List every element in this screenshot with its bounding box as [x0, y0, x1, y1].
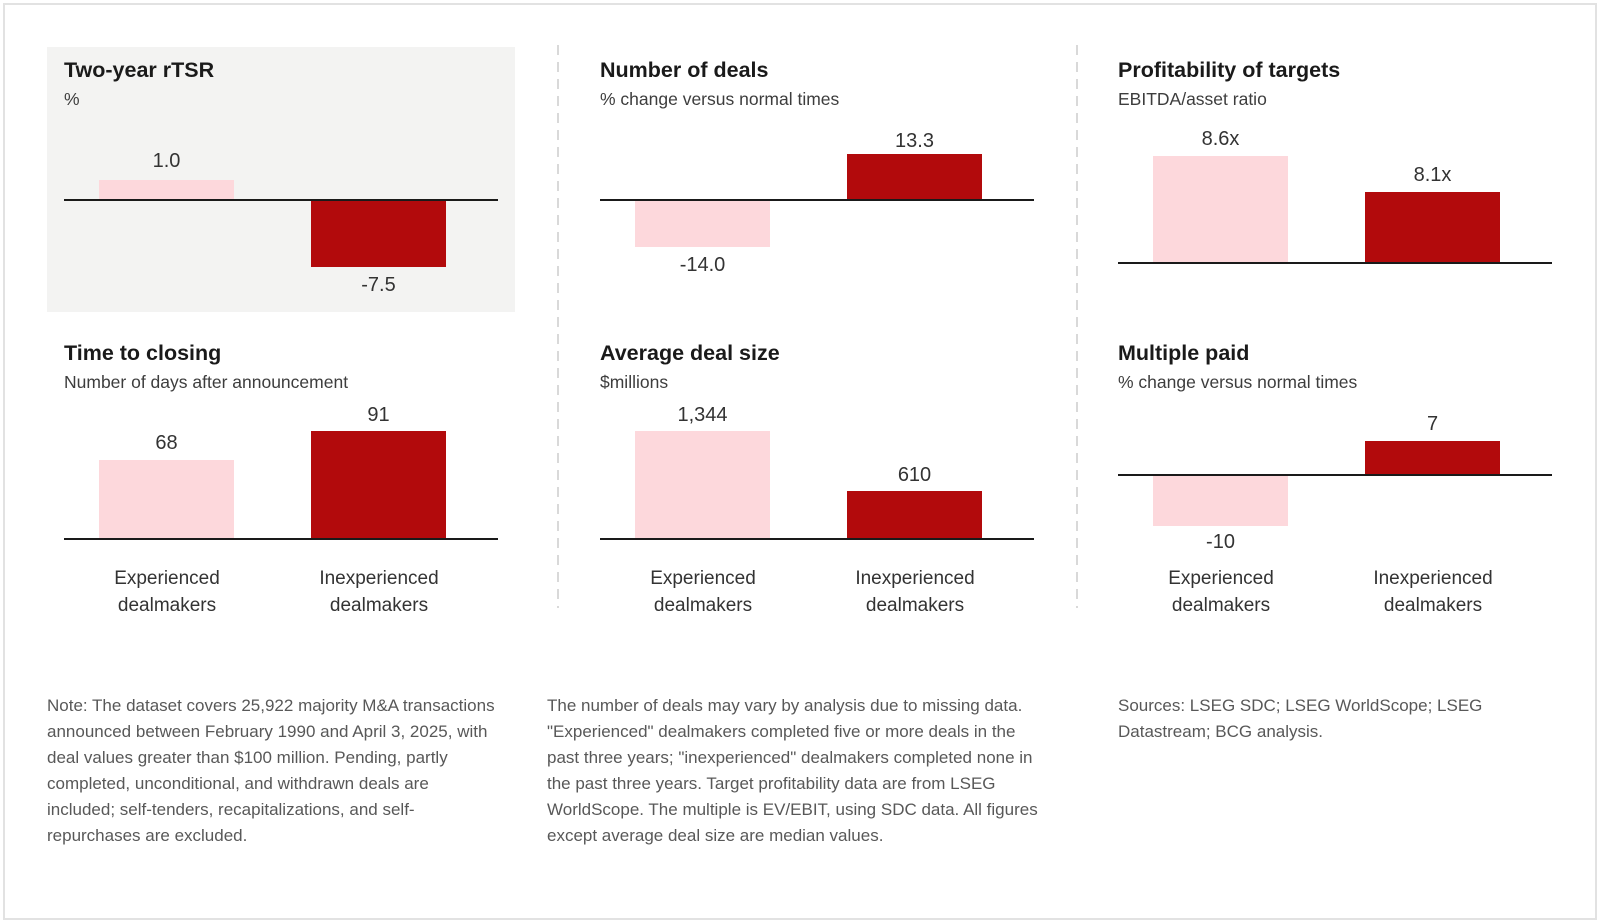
- footnote-sources: Sources: LSEG SDC; LSEG WorldScope; LSEG…: [1118, 696, 1483, 741]
- bar-experienced: [99, 180, 234, 199]
- value-label-inexperienced: 8.1x: [1413, 164, 1452, 186]
- footnote-dataset: Note: The dataset covers 25,922 majority…: [47, 696, 495, 845]
- bar-experienced: [635, 201, 770, 247]
- chart-unit-label: % change versus normal times: [1118, 372, 1358, 392]
- chart-title: Two-year rTSR: [64, 58, 215, 82]
- x-axis: [1118, 262, 1552, 264]
- bar-inexperienced: [847, 491, 982, 538]
- category-label-inexperienced: Inexperienced dealmakers: [855, 568, 975, 616]
- bar-experienced: [635, 431, 770, 538]
- bar-experienced: [1153, 476, 1288, 526]
- chart-unit-label: % change versus normal times: [600, 89, 840, 109]
- highlight-panel: [47, 47, 515, 312]
- bar-inexperienced: [1365, 192, 1500, 262]
- chart-title: Number of deals: [600, 58, 769, 82]
- chart-title: Time to closing: [64, 341, 222, 365]
- bar-experienced: [1153, 156, 1288, 262]
- category-label-inexperienced: Inexperienced dealmakers: [1373, 568, 1493, 616]
- value-label-inexperienced: 91: [367, 404, 390, 426]
- x-axis: [64, 538, 498, 540]
- chart-title: Multiple paid: [1118, 341, 1250, 365]
- x-axis: [64, 199, 498, 201]
- value-label-experienced: 1.0: [152, 150, 181, 172]
- chart-title: Average deal size: [600, 341, 780, 365]
- value-label-experienced: 1,344: [677, 404, 728, 426]
- x-axis: [600, 199, 1034, 201]
- value-label-experienced: 68: [155, 432, 178, 454]
- chart-unit-label: EBITDA/asset ratio: [1118, 89, 1267, 109]
- value-label-experienced: -10: [1206, 531, 1235, 553]
- bar-inexperienced: [311, 201, 446, 267]
- column-divider: [557, 45, 559, 608]
- value-label-inexperienced: -7.5: [361, 274, 396, 296]
- column-divider: [1076, 45, 1078, 608]
- chart-unit-label: $millions: [600, 372, 669, 392]
- bar-inexperienced: [847, 154, 982, 199]
- chart-unit-label: %: [64, 89, 80, 109]
- chart-title: Profitability of targets: [1118, 58, 1341, 82]
- footnote-methodology: The number of deals may vary by analysis…: [547, 696, 1038, 845]
- value-label-inexperienced: 13.3: [895, 130, 934, 152]
- category-label-inexperienced: Inexperienced dealmakers: [319, 568, 439, 616]
- x-axis: [1118, 474, 1552, 476]
- value-label-experienced: -14.0: [679, 254, 726, 276]
- value-label-inexperienced: 7: [1426, 413, 1439, 435]
- bar-experienced: [99, 460, 234, 538]
- category-label-experienced: Experienced dealmakers: [1168, 568, 1274, 616]
- bar-inexperienced: [1365, 441, 1500, 474]
- category-label-experienced: Experienced dealmakers: [650, 568, 756, 616]
- value-label-experienced: 8.6x: [1201, 128, 1240, 150]
- x-axis: [600, 538, 1034, 540]
- chart-unit-label: Number of days after announcement: [64, 372, 349, 392]
- value-label-inexperienced: 610: [897, 464, 932, 486]
- category-label-experienced: Experienced dealmakers: [114, 568, 220, 616]
- bar-inexperienced: [311, 431, 446, 538]
